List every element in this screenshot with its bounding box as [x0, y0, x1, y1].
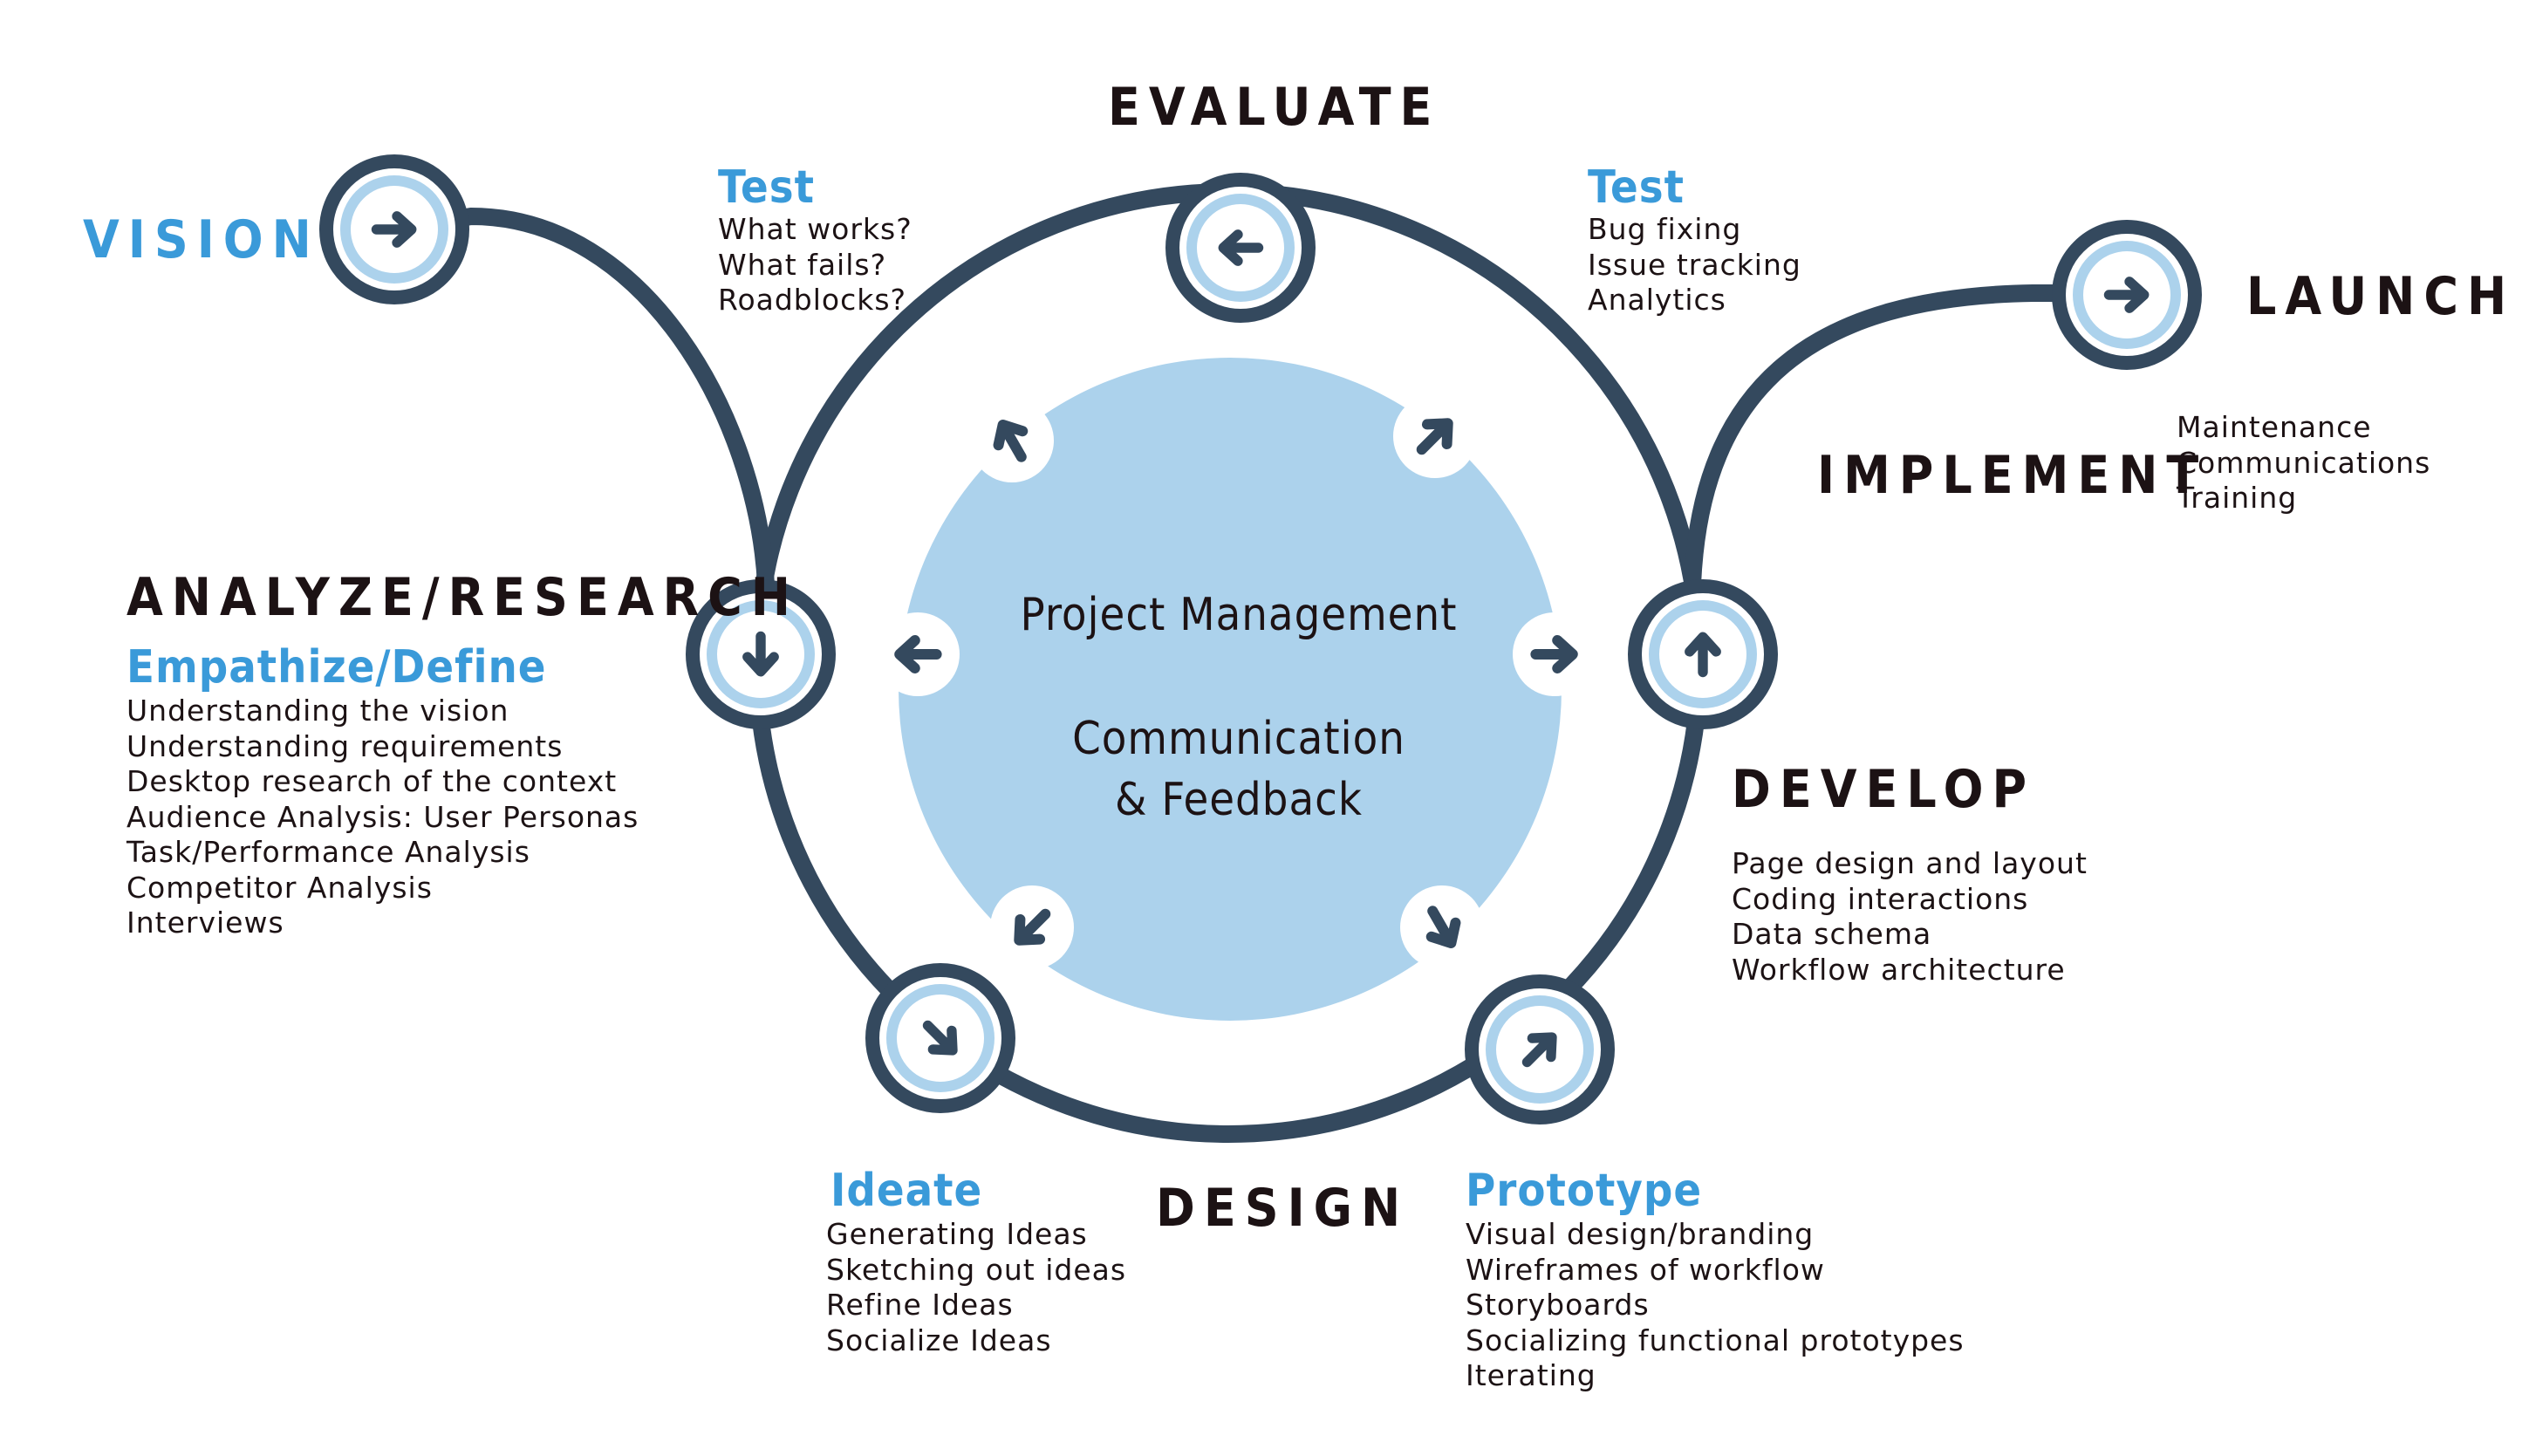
center-line-1: Project Management [1020, 589, 1458, 641]
list-item: Desktop research of the context [126, 764, 618, 798]
develop-list: Page design and layout Coding interactio… [1732, 846, 2088, 988]
list-item: Socialize Ideas [826, 1323, 1052, 1357]
stage-develop: DEVELOP [1732, 759, 2036, 820]
test-right-list: Bug fixing Issue tracking Analytics [1588, 212, 1801, 318]
list-item: Understanding the vision [126, 694, 509, 728]
inner-arrows [876, 394, 1596, 969]
list-item: Refine Ideas [826, 1288, 1014, 1322]
empathize-block: Empathize/Define Understanding the visio… [126, 641, 639, 941]
test-left-title: Test [718, 161, 815, 214]
list-item: Analytics [1588, 283, 1726, 317]
node-vision [326, 161, 462, 297]
list-item: Communications [2177, 445, 2431, 480]
test-left-block: Test What works? What fails? Roadblocks? [718, 161, 912, 318]
test-left-list: What works? What fails? Roadblocks? [718, 212, 912, 318]
stage-vision: VISION [83, 209, 320, 270]
center-line-3: & Feedback [1115, 774, 1363, 826]
node-prototype [1472, 981, 1608, 1118]
ideate-block: Ideate Generating Ideas Sketching out id… [826, 1165, 1126, 1358]
list-item: What works? [718, 212, 912, 246]
center-text: Project Management Communication & Feedb… [968, 584, 1509, 831]
launch-connector [1684, 284, 2068, 593]
list-item: Training [2177, 481, 2298, 515]
list-item: Socializing functional prototypes [1466, 1323, 1965, 1357]
node-develop [1635, 586, 1771, 722]
prototype-list: Visual design/branding Wireframes of wor… [1466, 1217, 1965, 1394]
list-item: Sketching out ideas [826, 1252, 1127, 1287]
list-item: Storyboards [1466, 1288, 1650, 1322]
ideate-list: Generating Ideas Sketching out ideas Ref… [826, 1217, 1126, 1358]
list-item: Maintenance [2177, 410, 2372, 444]
test-right-block: Test Bug fixing Issue tracking Analytics [1588, 161, 1801, 318]
stage-implement: IMPLEMENT [1817, 445, 2208, 506]
node-launch [2059, 227, 2195, 363]
ideate-title: Ideate [830, 1165, 983, 1217]
node-ideate [872, 970, 1008, 1106]
empathize-title: Empathize/Define [126, 641, 547, 694]
list-item: Coding interactions [1732, 881, 2029, 916]
center-circle [899, 358, 1562, 1021]
list-item: Understanding requirements [126, 728, 564, 763]
test-right-title: Test [1588, 161, 1685, 214]
stage-design: DESIGN [1156, 1178, 1410, 1239]
list-item: What fails? [718, 247, 887, 282]
list-item: Iterating [1466, 1358, 1596, 1392]
launch-list: Maintenance Communications Training [2177, 410, 2430, 516]
list-item: Audience Analysis: User Personas [126, 799, 639, 834]
list-item: Data schema [1732, 917, 1932, 951]
prototype-block: Prototype Visual design/branding Wirefra… [1466, 1165, 1965, 1394]
list-item: Generating Ideas [826, 1217, 1088, 1251]
list-item: Roadblocks? [718, 283, 907, 317]
list-item: Page design and layout [1732, 846, 2088, 880]
prototype-title: Prototype [1466, 1165, 1703, 1217]
vision-connector [388, 207, 775, 593]
stage-analyze: ANALYZE/RESEARCH [126, 567, 799, 628]
stage-evaluate: EVALUATE [1108, 77, 1441, 138]
list-item: Bug fixing [1588, 212, 1742, 246]
list-item: Visual design/branding [1466, 1217, 1815, 1251]
list-item: Interviews [126, 906, 284, 940]
list-item: Competitor Analysis [126, 870, 433, 905]
list-item: Workflow architecture [1732, 952, 2066, 987]
node-evaluate [1172, 180, 1309, 316]
empathize-list: Understanding the vision Understanding r… [126, 694, 639, 941]
list-item: Task/Performance Analysis [126, 835, 530, 869]
list-item: Wireframes of workflow [1466, 1252, 1825, 1287]
list-item: Issue tracking [1588, 247, 1801, 282]
center-line-2: Communication [1072, 713, 1405, 765]
stage-launch: LAUNCH [2246, 266, 2516, 327]
